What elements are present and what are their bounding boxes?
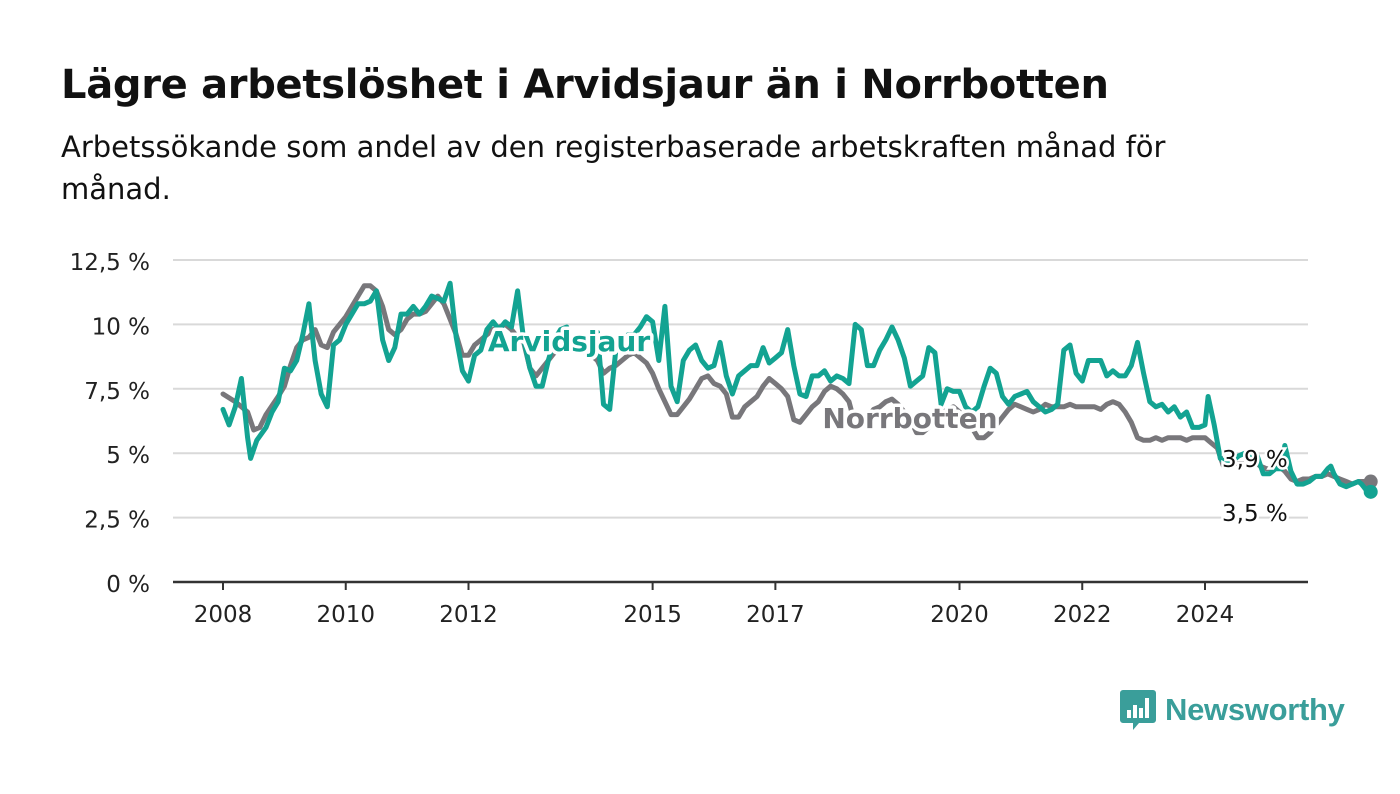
series-lines — [220, 280, 1378, 499]
y-tick-label: 10 % — [92, 314, 150, 340]
y-tick-label: 2,5 % — [84, 508, 150, 534]
newsworthy-logo-icon — [1120, 690, 1156, 730]
brand-logo: Newsworthy — [1119, 688, 1345, 732]
end-value-label-arvidsjaur: 3,5 % — [1222, 501, 1288, 527]
y-tick-label: 5 % — [106, 443, 150, 469]
x-tick-label: 2008 — [194, 602, 253, 628]
y-tick-label: 12,5 % — [70, 250, 150, 276]
series-labels: Arvidsjaur Norrbotten 3,9 % 3,5 % — [484, 322, 1290, 530]
x-tick-label: 2010 — [316, 602, 375, 628]
series-name-label-arvidsjaur: Arvidsjaur — [488, 325, 650, 358]
end-point-arvidsjaur — [1363, 484, 1378, 499]
chart-subtitle: Arbetssökande som andel av den registerb… — [61, 130, 1166, 206]
x-tick-label: 2022 — [1053, 602, 1112, 628]
x-tick-label: 2012 — [439, 602, 498, 628]
gridlines — [173, 259, 1308, 519]
brand-name: Newsworthy — [1165, 692, 1345, 727]
x-tick-label: 2017 — [746, 602, 805, 628]
series-line-arvidsjaur — [220, 280, 1374, 495]
x-tick-label: 2020 — [930, 602, 989, 628]
y-axis-tick-labels: 0 % 2,5 % 5 % 7,5 % 10 % 12,5 % — [70, 250, 150, 598]
chart-title: Lägre arbetslöshet i Arvidsjaur än i Nor… — [61, 62, 1109, 108]
x-axis-tick-labels: 2008 2010 2012 2015 2017 2020 2022 2024 — [194, 582, 1235, 628]
x-tick-label: 2015 — [623, 602, 682, 628]
series-name-label-norrbotten: Norrbotten — [822, 402, 997, 435]
end-point-norrbotten — [1363, 474, 1378, 489]
end-value-label-norrbotten: 3,9 % — [1222, 447, 1288, 473]
series-line-norrbotten — [220, 283, 1374, 487]
y-tick-label: 7,5 % — [84, 379, 150, 405]
x-tick-label: 2024 — [1176, 602, 1235, 628]
y-tick-label: 0 % — [106, 572, 150, 598]
